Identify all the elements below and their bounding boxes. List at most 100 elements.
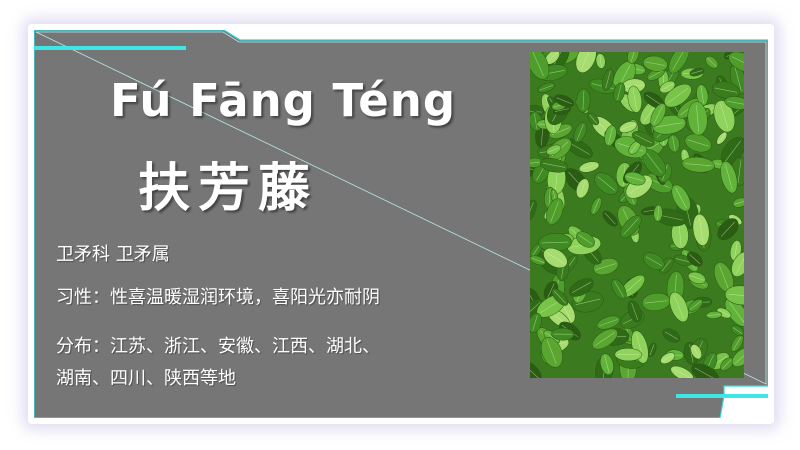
leaf-midrib	[578, 234, 593, 245]
leaf-midrib	[728, 301, 744, 324]
leaf-midrib	[699, 217, 704, 243]
leaf-midrib	[731, 56, 744, 68]
leaf-midrib	[646, 152, 662, 174]
leaf-midrib	[667, 88, 689, 104]
leaf-midrib	[675, 187, 687, 209]
leaf-midrib	[732, 327, 743, 334]
leaf-midrib	[604, 355, 610, 373]
leaf-midrib	[719, 265, 729, 289]
leaf-midrib	[568, 142, 590, 155]
leaf-midrib	[547, 340, 557, 365]
leaf-midrib	[675, 258, 692, 263]
leaf-midrib	[718, 133, 726, 144]
plant-family-text: 卫矛科 卫矛属	[56, 244, 170, 265]
plant-chinese-name: 扶芳藤	[138, 159, 319, 219]
leaf-midrib	[661, 83, 674, 91]
leaf-midrib	[689, 254, 701, 265]
leaf-midrib	[734, 242, 738, 259]
leaf-midrib	[693, 345, 700, 358]
plant-pinyin-title: Fú Fāng Téng	[109, 74, 457, 127]
leaf-midrib	[547, 52, 558, 63]
leaf-midrib	[530, 363, 539, 378]
leaf-midrib	[540, 126, 544, 146]
leaf-midrib	[733, 336, 742, 350]
leaf-midrib	[727, 100, 744, 106]
leaf-midrib	[596, 263, 616, 270]
plant-photo	[530, 52, 744, 378]
leaf-shape	[530, 199, 537, 222]
leaf-midrib	[554, 108, 570, 112]
leaf-midrib	[532, 244, 540, 257]
leaf-midrib	[636, 334, 644, 360]
leaf-midrib	[687, 139, 709, 147]
leaf-midrib	[541, 241, 569, 244]
leaf-midrib	[689, 275, 704, 281]
leaf-midrib	[571, 282, 591, 293]
plant-distribution-text: 分布：江苏、浙江、安徽、江西、湖北、 湖南、四川、陕西等地	[56, 331, 516, 395]
leaf-midrib	[734, 200, 744, 205]
leaf-midrib	[599, 319, 618, 327]
leaf-midrib	[553, 290, 566, 304]
leaf-midrib	[664, 331, 678, 340]
leaf-midrib	[722, 359, 732, 369]
leaf-photo-illustration	[530, 52, 744, 378]
leaf-midrib	[546, 252, 565, 264]
leaf-midrib	[689, 344, 694, 363]
leaf-midrib	[634, 134, 652, 144]
leaf-midrib	[672, 136, 676, 151]
leaf-midrib	[548, 189, 551, 207]
plant-habit-text: 习性：性喜温暖湿润环境，喜阳光亦耐阴	[56, 287, 380, 308]
leaf-midrib	[582, 91, 585, 111]
leaf-midrib	[631, 302, 639, 320]
leaf-midrib	[532, 52, 544, 77]
leaf-midrib	[714, 87, 738, 93]
leaf-midrib	[718, 309, 730, 317]
leaf-midrib	[694, 367, 717, 378]
leaf-midrib	[530, 301, 541, 315]
leaf-midrib	[579, 180, 586, 196]
leaf-midrib	[632, 88, 637, 110]
leaf-midrib	[534, 113, 538, 129]
leaf-midrib	[728, 293, 744, 297]
leaf-midrib	[597, 176, 615, 191]
leaf-midrib	[653, 105, 663, 125]
leaf-midrib	[547, 283, 555, 298]
leaf-midrib	[626, 176, 644, 182]
leaf-midrib	[648, 70, 664, 79]
leaf-midrib	[645, 61, 666, 66]
leaf-midrib	[691, 70, 703, 74]
leaf-midrib	[657, 206, 659, 220]
leaf-midrib	[617, 84, 622, 101]
leaf-midrib	[678, 223, 682, 246]
leaf-midrib	[645, 300, 668, 304]
leaf-midrib	[649, 344, 655, 356]
leaf-midrib	[539, 84, 554, 91]
leaf-midrib	[645, 256, 662, 267]
leaf-midrib	[734, 67, 742, 91]
leaf-midrib	[581, 52, 592, 70]
leaf-midrib	[735, 254, 744, 274]
leaf-midrib	[672, 52, 686, 71]
leaf-midrib	[629, 179, 649, 195]
leaf-midrib	[725, 140, 741, 162]
leaf-midrib	[614, 281, 624, 297]
leaf-midrib	[545, 332, 558, 342]
leaf-midrib	[707, 314, 721, 316]
leaf-midrib	[605, 70, 611, 89]
leaf-midrib	[646, 94, 663, 106]
leaf-midrib	[630, 52, 636, 62]
leaf-midrib	[542, 162, 566, 168]
leaf-midrib	[530, 202, 534, 220]
leaf-midrib	[623, 278, 642, 295]
leaf-midrib	[550, 201, 559, 222]
leaf-midrib	[734, 350, 744, 364]
leaf-midrib	[556, 97, 572, 105]
leaf-midrib	[737, 160, 742, 184]
accent-bar-top	[34, 46, 186, 50]
distribution-line-1: 分布：江苏、浙江、安徽、江西、湖北、	[56, 336, 380, 357]
leaf-midrib	[547, 147, 560, 153]
leaf-midrib	[531, 257, 544, 263]
leaf-midrib	[720, 103, 729, 129]
leaf-midrib	[725, 164, 733, 190]
